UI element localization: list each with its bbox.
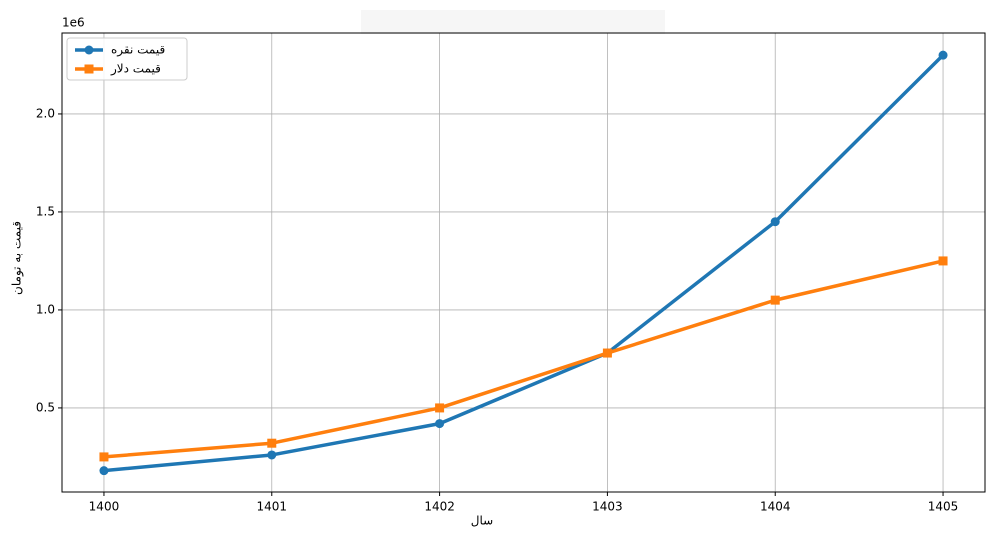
legend: قیمت نقره قیمت دلار xyxy=(66,37,188,81)
marker xyxy=(938,50,948,60)
marker xyxy=(770,295,780,305)
x-tick-label: 1404 xyxy=(760,500,791,514)
y-tick-label: 1.0 xyxy=(36,302,55,316)
x-tick-label: 1402 xyxy=(424,500,455,514)
series-line xyxy=(103,53,945,473)
marker xyxy=(99,452,109,462)
series-line xyxy=(103,259,944,459)
x-tick-label: 1400 xyxy=(89,500,120,514)
x-axis-label: سال xyxy=(471,514,493,528)
marker xyxy=(435,403,445,413)
title-placeholder xyxy=(361,10,665,34)
x-tick-label: 1405 xyxy=(928,500,959,514)
y-axis-label: قیمت به تومان xyxy=(10,221,25,295)
marker xyxy=(602,348,612,358)
x-tick-label: 1403 xyxy=(592,500,623,514)
y-tick-label: 0.5 xyxy=(36,400,55,414)
y-tick-label: 2.0 xyxy=(36,106,55,120)
marker xyxy=(938,256,948,266)
legend-label: قیمت نقره xyxy=(111,43,165,58)
legend-label: قیمت دلار xyxy=(110,62,161,77)
y-offset-label: 1e6 xyxy=(62,16,85,30)
marker xyxy=(99,466,109,476)
marker xyxy=(84,45,94,55)
marker xyxy=(435,419,445,429)
x-tick-label: 1401 xyxy=(256,500,287,514)
y-tick-label: 1.5 xyxy=(36,204,55,218)
marker xyxy=(267,450,277,460)
plot-frame xyxy=(61,32,986,493)
marker xyxy=(770,217,780,227)
marker xyxy=(84,64,94,74)
marker xyxy=(267,438,277,448)
